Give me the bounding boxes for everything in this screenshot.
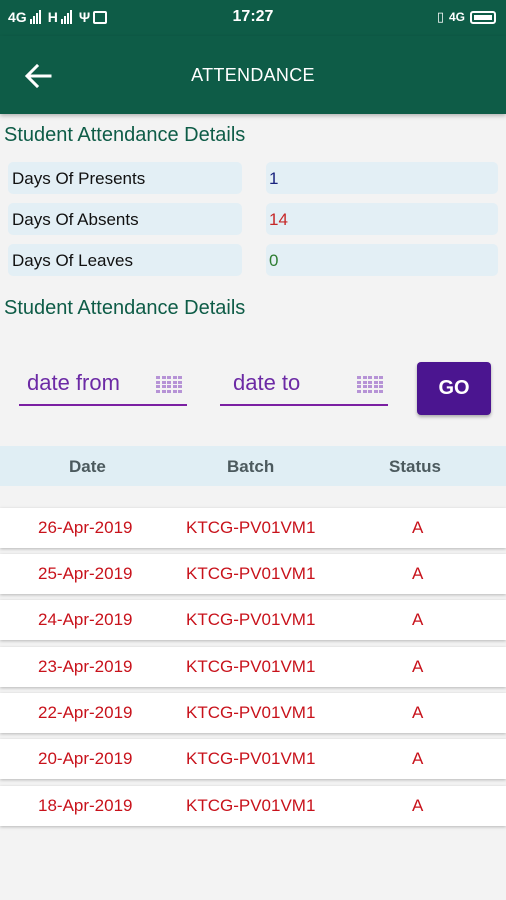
- row-batch: KTCG-PV01VM1: [186, 749, 316, 768]
- summary-title: Student Attendance Details: [4, 124, 246, 146]
- row-batch: KTCG-PV01VM1: [186, 703, 316, 722]
- table-row[interactable]: 24-Apr-2019 KTCG-PV01VM1 A: [0, 600, 506, 640]
- row-date: 23-Apr-2019: [38, 657, 133, 676]
- row-date: 20-Apr-2019: [38, 749, 133, 768]
- table-row[interactable]: 23-Apr-2019 KTCG-PV01VM1 A: [0, 647, 506, 687]
- row-date: 25-Apr-2019: [38, 564, 133, 583]
- row-batch: KTCG-PV01VM1: [186, 657, 316, 676]
- app-bar: ATTENDANCE: [0, 36, 506, 114]
- date-to-field[interactable]: date to: [220, 362, 388, 406]
- column-header-status: Status: [389, 457, 441, 476]
- go-button[interactable]: GO: [417, 362, 491, 415]
- row-batch: KTCG-PV01VM1: [186, 610, 316, 629]
- page-title: ATTENDANCE: [191, 65, 315, 85]
- table-row[interactable]: 18-Apr-2019 KTCG-PV01VM1 A: [0, 786, 506, 826]
- signal-icon-2: [60, 10, 72, 24]
- status-bar-right: ▯ 4G: [437, 9, 496, 25]
- arrow-left-icon: [24, 63, 52, 89]
- details-title: Student Attendance Details: [4, 297, 246, 319]
- date-from-placeholder: date from: [27, 370, 120, 395]
- date-from-field[interactable]: date from: [19, 362, 187, 406]
- column-header-date: Date: [69, 457, 106, 476]
- status-bar-left: 4G H Ψ: [8, 9, 108, 25]
- table-row[interactable]: 20-Apr-2019 KTCG-PV01VM1 A: [0, 739, 506, 779]
- row-batch: KTCG-PV01VM1: [186, 518, 316, 537]
- network-label-right: 4G: [448, 10, 465, 24]
- row-date: 26-Apr-2019: [38, 518, 133, 537]
- row-status: A: [412, 564, 424, 583]
- absents-value: 14: [266, 203, 498, 235]
- table-row[interactable]: 26-Apr-2019 KTCG-PV01VM1 A: [0, 508, 506, 548]
- row-date: 22-Apr-2019: [38, 703, 133, 722]
- table-row[interactable]: 22-Apr-2019 KTCG-PV01VM1 A: [0, 693, 506, 733]
- row-status: A: [412, 610, 424, 629]
- table-header: Date Batch Status: [0, 446, 506, 486]
- row-status: A: [412, 749, 424, 768]
- calendar-grid-icon[interactable]: [357, 376, 383, 394]
- column-header-batch: Batch: [227, 457, 275, 476]
- calendar-grid-icon[interactable]: [156, 376, 182, 394]
- row-date: 18-Apr-2019: [38, 796, 133, 815]
- presents-label: Days Of Presents: [8, 162, 242, 194]
- row-date: 24-Apr-2019: [38, 610, 133, 629]
- network-label-2: H: [47, 9, 58, 25]
- presents-value: 1: [266, 162, 498, 194]
- signal-icon: [29, 10, 41, 24]
- row-batch: KTCG-PV01VM1: [186, 796, 316, 815]
- row-status: A: [412, 703, 424, 722]
- notification-icon: [93, 10, 108, 24]
- status-time: 17:27: [232, 8, 274, 25]
- row-status: A: [412, 657, 424, 676]
- battery-icon: [470, 10, 496, 24]
- leaves-label: Days Of Leaves: [8, 244, 242, 276]
- row-batch: KTCG-PV01VM1: [186, 564, 316, 583]
- vibrate-icon: ▯: [436, 9, 444, 24]
- network-label-1: 4G: [8, 9, 27, 25]
- leaves-value: 0: [266, 244, 498, 276]
- date-to-placeholder: date to: [233, 370, 301, 395]
- absents-label: Days Of Absents: [8, 203, 242, 235]
- table-row[interactable]: 25-Apr-2019 KTCG-PV01VM1 A: [0, 554, 506, 594]
- back-button[interactable]: [18, 56, 58, 96]
- usb-icon: Ψ: [78, 9, 91, 25]
- status-bar: 4G H Ψ 17:27 ▯ 4G: [0, 0, 506, 36]
- row-status: A: [412, 796, 424, 815]
- row-status: A: [412, 518, 424, 537]
